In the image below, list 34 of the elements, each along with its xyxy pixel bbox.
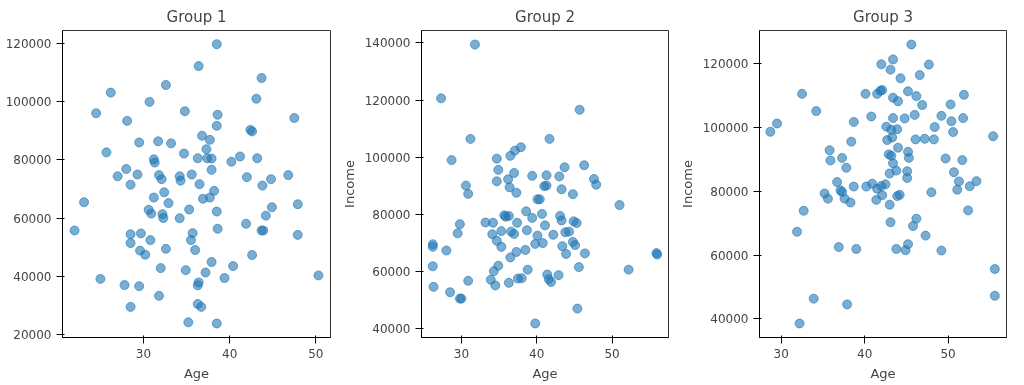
chart-title: Group 2 [515,7,575,26]
x-tick-label: 40 [222,346,238,361]
x-axis-title: Age [532,365,558,381]
x-tick-label: 40 [529,346,545,361]
x-axis-title: Age [870,365,896,381]
x-tick-label: 50 [604,346,620,361]
y-tick-label: 60000 [372,265,411,280]
x-tick-label: 40 [857,346,873,361]
y-axis-title: Income [679,160,695,208]
chart-title: Group 1 [166,7,227,26]
chart-title: Group 3 [853,7,913,26]
x-tick-label: 50 [308,346,324,361]
y-tick-label: 80000 [13,153,52,168]
y-tick-label: 100000 [364,150,411,165]
y-tick-label: 40000 [13,270,52,285]
y-tick-label: 20000 [13,328,52,343]
y-tick-label: 120000 [364,93,411,108]
y-tick-label: 140000 [364,36,411,51]
y-tick-label: 80000 [372,207,411,222]
y-tick-label: 40000 [372,322,411,337]
y-tick-label: 100000 [5,95,52,110]
y-tick-label: 120000 [5,36,52,51]
y-tick-label: 100000 [702,121,749,136]
x-axis-title: Age [183,365,210,381]
x-tick-label: 30 [135,346,152,361]
x-tick-label: 30 [453,346,470,361]
y-tick-label: 60000 [710,248,749,263]
x-tick-label: 50 [940,346,956,361]
y-tick-label: 60000 [13,211,52,226]
y-tick-label: 40000 [710,312,749,327]
x-tick-label: 30 [773,346,789,361]
y-tick-label: 80000 [710,184,749,199]
y-axis-title: Income [341,160,357,208]
y-tick-label: 120000 [702,57,749,72]
